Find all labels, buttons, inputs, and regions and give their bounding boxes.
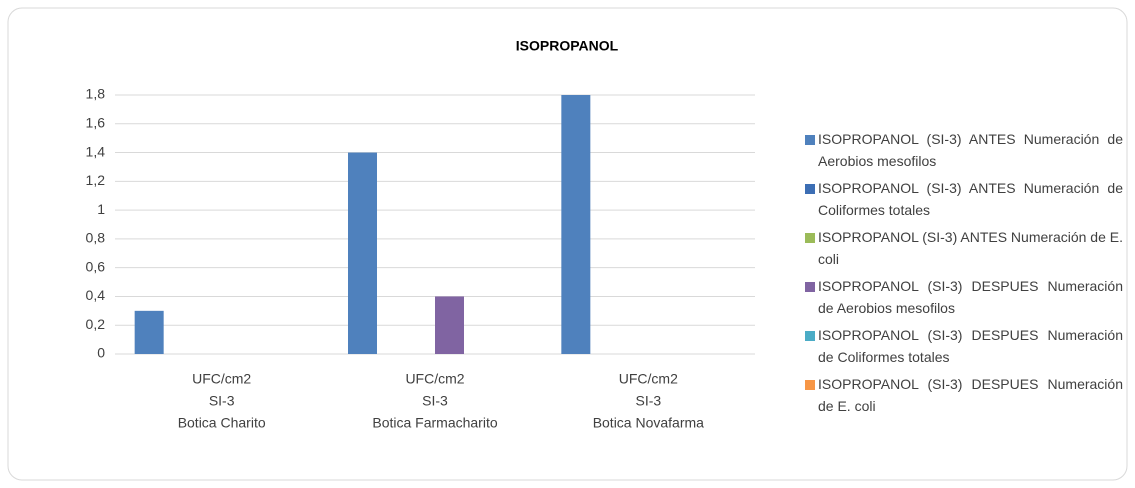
bar <box>348 152 377 354</box>
y-tick-label: 0,4 <box>86 287 106 303</box>
y-tick-label: 0,8 <box>86 230 106 246</box>
bar <box>435 296 464 354</box>
bar <box>561 95 591 354</box>
legend-swatch <box>805 233 815 243</box>
x-tick-label: SI-3 <box>209 393 235 409</box>
legend: ISOPROPANOL (SI-3) ANTES Numeración de A… <box>805 128 1123 422</box>
legend-label: ISOPROPANOL (SI-3) DESPUES Numeración de… <box>818 327 1123 365</box>
legend-item: ISOPROPANOL (SI-3) DESPUES Numeración de… <box>805 275 1123 324</box>
y-tick-label: 1,8 <box>86 86 106 102</box>
legend-label: ISOPROPANOL (SI-3) DESPUES Numeración de… <box>818 278 1123 316</box>
y-tick-label: 0,6 <box>86 258 106 274</box>
x-tick-label: UFC/cm2 <box>405 371 464 387</box>
x-tick-label: SI-3 <box>422 393 448 409</box>
bar <box>134 310 164 354</box>
x-tick-label: UFC/cm2 <box>192 371 251 387</box>
x-tick-label: SI-3 <box>635 393 661 409</box>
y-tick-label: 1,2 <box>86 172 106 188</box>
legend-label: ISOPROPANOL (SI-3) ANTES Numeración de C… <box>818 180 1123 218</box>
legend-swatch <box>805 380 815 390</box>
chart-title: ISOPROPANOL <box>516 38 619 54</box>
x-tick-label: UFC/cm2 <box>619 371 678 387</box>
legend-item: ISOPROPANOL (SI-3) ANTES Numeración de E… <box>805 226 1123 275</box>
y-tick-label: 1,6 <box>86 114 106 130</box>
legend-swatch <box>805 135 815 145</box>
legend-item: ISOPROPANOL (SI-3) ANTES Numeración de C… <box>805 177 1123 226</box>
x-tick-label: Botica Charito <box>178 415 266 431</box>
legend-label: ISOPROPANOL (SI-3) ANTES Numeración de E… <box>818 229 1123 267</box>
y-tick-label: 0,2 <box>86 316 106 332</box>
x-tick-label: Botica Farmacharito <box>372 415 497 431</box>
legend-swatch <box>805 331 815 341</box>
y-tick-label: 1 <box>97 201 105 217</box>
y-tick-label: 1,4 <box>86 143 106 159</box>
y-tick-label: 0 <box>97 345 105 361</box>
legend-item: ISOPROPANOL (SI-3) ANTES Numeración de A… <box>805 128 1123 177</box>
legend-item: ISOPROPANOL (SI-3) DESPUES Numeración de… <box>805 373 1123 422</box>
x-tick-label: Botica Novafarma <box>593 415 704 431</box>
legend-label: ISOPROPANOL (SI-3) ANTES Numeración de A… <box>818 131 1123 169</box>
legend-item: ISOPROPANOL (SI-3) DESPUES Numeración de… <box>805 324 1123 373</box>
legend-label: ISOPROPANOL (SI-3) DESPUES Numeración de… <box>818 376 1123 414</box>
legend-swatch <box>805 184 815 194</box>
legend-swatch <box>805 282 815 292</box>
